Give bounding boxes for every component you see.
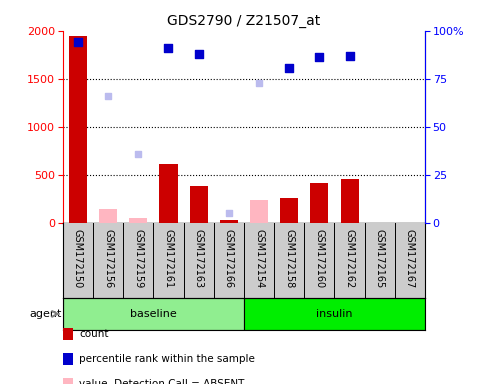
Bar — [280, 198, 298, 223]
Text: GSM172163: GSM172163 — [194, 229, 204, 288]
Point — [225, 210, 233, 216]
Point — [285, 65, 293, 71]
Point — [134, 151, 142, 157]
Point — [74, 39, 82, 45]
Text: agent: agent — [29, 309, 61, 319]
Text: GSM172154: GSM172154 — [254, 229, 264, 288]
Bar — [341, 179, 358, 223]
Bar — [99, 209, 117, 223]
Title: GDS2790 / Z21507_at: GDS2790 / Z21507_at — [167, 14, 321, 28]
Text: GSM172158: GSM172158 — [284, 229, 294, 288]
Text: insulin: insulin — [316, 309, 353, 319]
Text: GSM172156: GSM172156 — [103, 229, 113, 288]
Bar — [69, 36, 87, 223]
Text: GSM172161: GSM172161 — [163, 229, 173, 288]
Text: GSM172165: GSM172165 — [375, 229, 385, 288]
Point — [104, 93, 112, 99]
Text: value, Detection Call = ABSENT: value, Detection Call = ABSENT — [79, 379, 244, 384]
Text: GSM172150: GSM172150 — [73, 229, 83, 288]
Point — [255, 79, 263, 86]
Bar — [250, 200, 268, 223]
Text: GSM172167: GSM172167 — [405, 229, 415, 288]
Point — [315, 53, 323, 60]
Bar — [63, 298, 244, 330]
Bar — [189, 186, 208, 223]
Text: GSM172159: GSM172159 — [133, 229, 143, 288]
Point — [165, 45, 172, 51]
Bar — [220, 220, 238, 223]
Point — [346, 53, 354, 59]
Text: count: count — [79, 329, 109, 339]
Point — [195, 51, 202, 57]
Text: GSM172166: GSM172166 — [224, 229, 234, 288]
Bar — [159, 164, 178, 223]
Text: GSM172160: GSM172160 — [314, 229, 325, 288]
Text: baseline: baseline — [130, 309, 177, 319]
Text: GSM172162: GSM172162 — [344, 229, 355, 288]
Text: percentile rank within the sample: percentile rank within the sample — [79, 354, 255, 364]
Bar — [311, 183, 328, 223]
Bar — [129, 218, 147, 223]
Bar — [244, 298, 425, 330]
